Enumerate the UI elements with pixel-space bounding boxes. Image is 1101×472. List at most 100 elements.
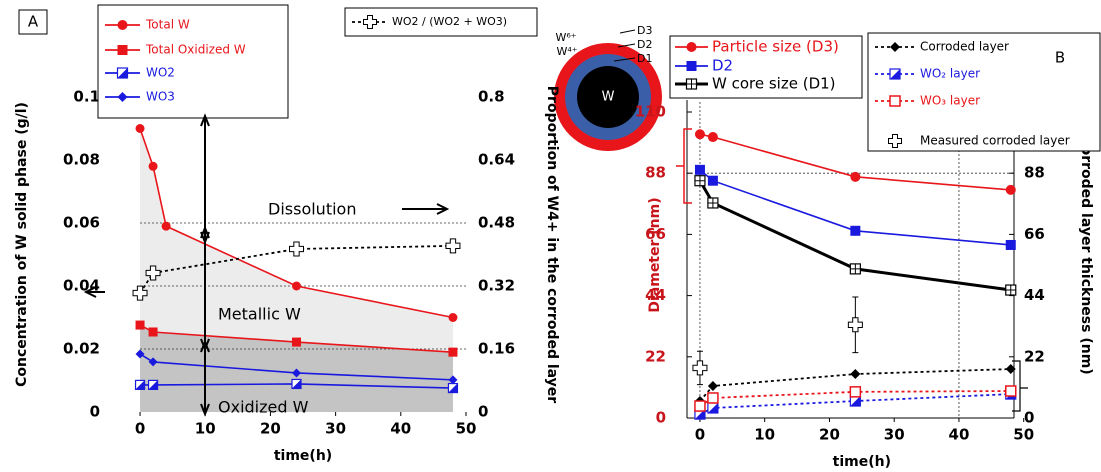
marker-shape <box>161 221 171 231</box>
marker <box>292 337 301 347</box>
marker-shape <box>289 241 304 257</box>
y2-tick-label: 22 <box>1024 347 1045 365</box>
annotation: D2 <box>637 38 652 51</box>
x-tick-label: 0 <box>135 420 145 438</box>
marker-shape <box>850 369 861 380</box>
marker-shape <box>292 281 301 291</box>
series-line <box>699 393 1011 415</box>
legend-marker <box>117 20 128 30</box>
x-tick-label: 20 <box>819 426 840 444</box>
x-tick-label: 20 <box>260 420 281 438</box>
marker-shape <box>445 238 461 254</box>
panel-box <box>18 9 48 35</box>
marker-shape <box>850 171 861 182</box>
x-tick-label: 10 <box>195 420 216 438</box>
marker-shape <box>448 313 458 322</box>
marker-shape <box>707 402 718 413</box>
marker <box>292 281 301 291</box>
x-tick-label: 0 <box>695 426 705 444</box>
marker-shape <box>448 383 458 393</box>
legend-marker <box>686 61 697 71</box>
legend-label: WO₃ layer <box>920 94 980 108</box>
marker <box>291 378 302 390</box>
marker-shape <box>117 68 128 78</box>
marker-shape <box>135 320 145 330</box>
annotation: Oxidized W <box>218 398 309 417</box>
x-tick-label: 10 <box>754 426 775 444</box>
marker-shape <box>686 79 697 89</box>
marker-shape <box>1005 239 1016 250</box>
marker-shape <box>135 380 145 390</box>
marker-shape <box>890 69 900 79</box>
marker <box>445 238 461 254</box>
marker <box>707 197 719 209</box>
legend-label: WO2 <box>146 66 175 80</box>
marker-shape <box>686 42 697 52</box>
y-tick-label: 0.02 <box>63 340 100 358</box>
marker <box>847 317 863 333</box>
x-tick-label: 50 <box>456 420 477 438</box>
y-tick-label: 22 <box>645 347 666 365</box>
marker-shape <box>850 263 861 274</box>
marker-shape <box>694 129 705 140</box>
y2-tick-label: 0 <box>478 403 488 421</box>
marker <box>707 132 718 143</box>
marker <box>707 402 719 414</box>
marker-shape <box>1005 184 1016 195</box>
series-line <box>699 133 1011 191</box>
marker <box>135 320 145 330</box>
marker <box>132 285 148 301</box>
particle-inset <box>554 43 662 151</box>
y2-tick-label: 0.8 <box>478 88 505 106</box>
legend-marker <box>363 15 377 29</box>
legend-label: W core size (D1) <box>712 75 836 93</box>
marker <box>849 386 862 398</box>
marker <box>292 368 301 378</box>
legend-marker <box>685 78 698 90</box>
annotation: W⁴⁺ <box>556 45 577 58</box>
y-tick-label: 66 <box>645 225 666 243</box>
x-axis-label: time(h) <box>833 454 891 470</box>
marker <box>694 129 705 140</box>
marker <box>148 161 158 171</box>
x-tick-label: 40 <box>390 420 411 438</box>
y-axis-label: Concentration of W solid phase (g/l) <box>14 102 30 387</box>
annotation: W⁶⁺ <box>555 31 576 44</box>
inset-core <box>577 66 639 128</box>
y-tick-label: 88 <box>645 164 666 182</box>
marker <box>1005 184 1016 195</box>
marker <box>694 164 705 175</box>
marker <box>148 357 158 367</box>
x-tick-label: 50 <box>1013 426 1034 444</box>
marker <box>692 360 708 376</box>
legend-label: Total W <box>145 18 190 32</box>
marker-shape <box>148 327 158 337</box>
y2-tick-label: 44 <box>1024 286 1045 304</box>
y2-axis-label: Corroded layer thickness (nm) <box>1078 135 1094 374</box>
marker-shape <box>692 360 708 376</box>
marker <box>447 382 459 394</box>
marker-shape <box>694 164 705 175</box>
y-tick-label: 0.06 <box>63 214 100 232</box>
legend-marker <box>116 67 129 79</box>
marker <box>850 171 861 182</box>
annotation: Metallic W <box>218 305 301 324</box>
marker <box>148 327 158 337</box>
y-tick-label: 44 <box>645 286 666 304</box>
y2-tick-label: 0.64 <box>478 151 515 169</box>
y-tick-label: 110 <box>635 103 666 121</box>
series-line <box>139 324 454 353</box>
y2-axis-label: Proportion of W4+ in the corroded layer <box>544 86 560 404</box>
legend-marker <box>117 92 128 102</box>
marker <box>161 221 171 231</box>
marker <box>694 175 706 187</box>
marker-shape <box>707 381 718 392</box>
legend-marker <box>889 68 901 80</box>
marker-shape <box>292 337 301 347</box>
legend-label: D2 <box>712 57 733 75</box>
arrow <box>83 286 105 298</box>
marker <box>448 347 458 357</box>
marker <box>145 265 161 281</box>
marker <box>1005 385 1017 397</box>
marker-shape <box>707 197 718 208</box>
